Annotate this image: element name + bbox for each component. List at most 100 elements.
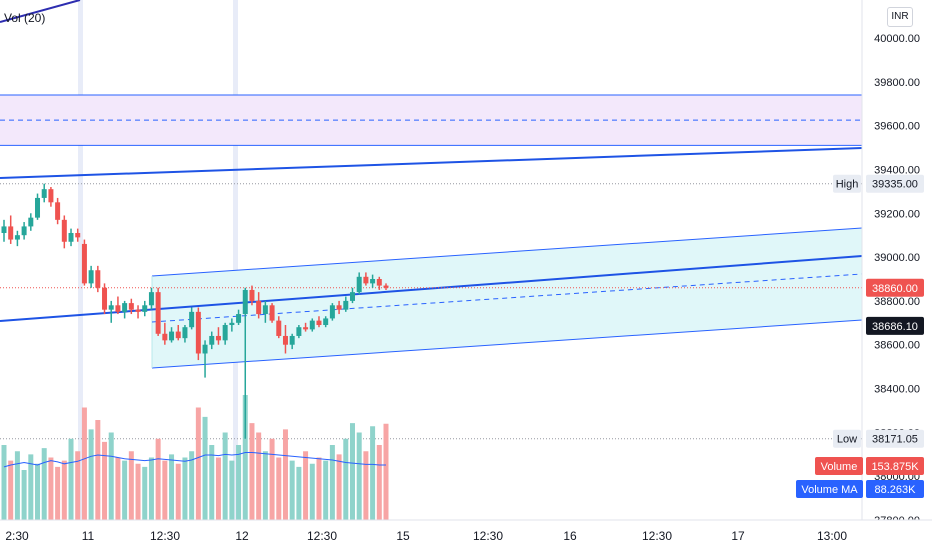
volume-bar — [41, 448, 47, 520]
volume-bar — [269, 438, 275, 520]
high-label: High — [836, 179, 859, 191]
line-price-tag: 38686.10 — [872, 321, 918, 333]
candle-body — [102, 287, 108, 310]
candle-body — [81, 243, 87, 284]
candle-body — [356, 276, 362, 293]
volume-bar — [282, 429, 288, 520]
candle-body — [276, 320, 282, 336]
volume-bar — [343, 438, 349, 520]
candle-body — [202, 344, 208, 354]
candle-body — [343, 300, 349, 310]
volume-bar — [108, 432, 114, 520]
volume-label-tag: Volume — [821, 461, 858, 473]
candle-body — [236, 314, 242, 323]
time-axis-tick: 15 — [396, 529, 410, 543]
candle-body — [349, 292, 355, 301]
volume-bar — [289, 460, 295, 520]
candle-body — [14, 235, 20, 240]
volume-bar — [249, 423, 255, 520]
high-value-bg — [866, 174, 924, 193]
candle-body — [142, 305, 148, 312]
volume-bar — [296, 466, 302, 520]
candle-body — [289, 335, 295, 345]
volume-bar — [102, 441, 108, 520]
volume-bar — [209, 445, 215, 520]
candle-body — [35, 197, 41, 218]
volume-bar — [336, 454, 342, 520]
candle-body — [249, 289, 255, 301]
candle-body — [229, 322, 235, 326]
volume-bar — [61, 460, 67, 520]
session-shade — [233, 0, 238, 520]
price-axis-tick: 39200.00 — [874, 208, 920, 220]
volume-value-tag-bg — [866, 457, 924, 475]
volume-value-tag: 153.875K — [871, 461, 919, 473]
time-axis-tick: 16 — [563, 529, 577, 543]
candle-body — [155, 292, 161, 334]
volume-bar — [55, 466, 61, 520]
drawing-line-fragment — [0, 0, 81, 23]
volume-ma-value-tag: 88.263K — [875, 484, 917, 496]
candle-body — [8, 226, 14, 240]
volume-bar — [1, 445, 7, 520]
volume-bar — [215, 457, 221, 520]
candle-body — [115, 305, 121, 312]
candle-body — [195, 311, 201, 354]
last-price-tag-bg — [866, 278, 924, 297]
volume-bar — [88, 429, 94, 520]
low-value-bg — [866, 429, 924, 448]
price-axis-tick: 39400.00 — [874, 164, 920, 176]
volume-bar — [8, 460, 14, 520]
volume-bar — [28, 454, 34, 520]
time-axis-tick: 12:30 — [642, 529, 672, 543]
candle-body — [75, 232, 81, 238]
volume-bar — [35, 463, 41, 520]
volume-bar — [276, 457, 282, 520]
currency-badge[interactable]: INR — [887, 7, 913, 27]
candle-body — [209, 335, 215, 345]
candle-body — [28, 217, 34, 227]
price-axis-tick: 39000.00 — [874, 252, 920, 264]
high-label-bg — [833, 174, 861, 193]
volume-bar — [14, 451, 20, 520]
volume-ma-label-tag: Volume MA — [801, 484, 858, 496]
volume-bar — [309, 463, 315, 520]
price-axis-tick: 39600.00 — [874, 121, 920, 133]
volume-bar — [303, 451, 309, 520]
candle-body — [309, 320, 315, 330]
candle-body — [128, 303, 134, 310]
candle-body — [222, 325, 228, 341]
resistance-zone — [0, 94, 862, 146]
volume-bar — [370, 426, 376, 520]
volume-bar — [75, 451, 81, 520]
volume-bar — [155, 438, 161, 520]
candle-body — [376, 279, 382, 286]
volume-study-label[interactable]: Vol (20) — [4, 11, 46, 25]
candle-body — [363, 276, 369, 284]
time-axis-tick: 2:30 — [5, 529, 29, 543]
volume-bar — [242, 395, 248, 520]
volume-ma-label-tag-bg — [796, 480, 863, 498]
low-label: Low — [837, 434, 857, 446]
candle-body — [256, 300, 262, 315]
candle-body — [148, 292, 154, 306]
volume-bar — [262, 451, 268, 520]
volume-bar — [329, 445, 335, 520]
trend-line-upper — [0, 147, 863, 179]
time-axis-tick: 12:30 — [473, 529, 503, 543]
candle-body — [296, 327, 302, 336]
volume-bar — [182, 457, 188, 520]
line-price-tag-bg — [866, 316, 924, 335]
candle-body — [282, 335, 288, 345]
candle-body — [162, 333, 168, 341]
channel-bottom — [151, 319, 863, 369]
candle-body — [68, 232, 74, 242]
time-axis-tick: 12:30 — [307, 529, 337, 543]
time-axis-bg — [0, 520, 932, 550]
volume-bar — [189, 451, 195, 520]
volume-bar — [95, 420, 101, 520]
session-shade — [78, 0, 83, 520]
volume-bar — [81, 407, 87, 520]
